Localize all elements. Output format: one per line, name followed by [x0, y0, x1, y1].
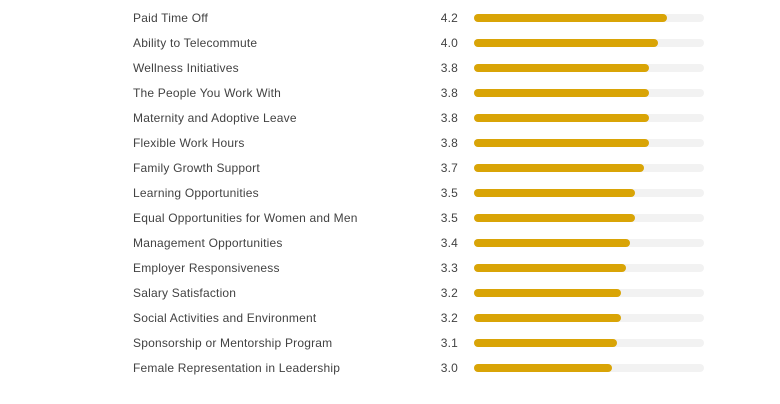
- bar-fill: [474, 188, 635, 197]
- value-label: 3.7: [440, 160, 458, 175]
- chart-row: Social Activities and Environment 3.2: [0, 305, 704, 330]
- category-label: Wellness Initiatives: [133, 60, 239, 75]
- category-label: Learning Opportunities: [133, 185, 259, 200]
- category-label: Paid Time Off: [133, 10, 209, 25]
- bar-track: [474, 38, 704, 47]
- bar-track: [474, 113, 704, 122]
- category-label: Equal Opportunities for Women and Men: [133, 210, 358, 225]
- bar-fill: [474, 63, 649, 72]
- value-label: 3.8: [440, 110, 458, 125]
- bar-fill: [474, 338, 617, 347]
- bar-fill: [474, 88, 649, 97]
- category-label: Ability to Telecommute: [133, 35, 258, 50]
- value-label: 3.1: [440, 335, 458, 350]
- category-label: The People You Work With: [133, 85, 281, 100]
- bar-fill: [474, 313, 622, 322]
- bar-fill: [474, 213, 635, 222]
- value-label: 3.0: [440, 360, 458, 375]
- bar-track: [474, 163, 704, 172]
- bar-fill: [474, 13, 668, 22]
- bar-fill: [474, 288, 622, 297]
- bar-fill: [474, 263, 626, 272]
- value-label: 4.0: [440, 35, 458, 50]
- chart-row: Female Representation in Leadership 3.0: [0, 355, 704, 380]
- bar-track: [474, 263, 704, 272]
- chart-row: Wellness Initiatives 3.8: [0, 55, 704, 80]
- chart-row: Maternity and Adoptive Leave 3.8: [0, 105, 704, 130]
- chart-row: Learning Opportunities 3.5: [0, 180, 704, 205]
- bar-track: [474, 338, 704, 347]
- category-label: Social Activities and Environment: [133, 310, 317, 325]
- bar-fill: [474, 138, 649, 147]
- bar-track: [474, 88, 704, 97]
- chart-row: Employer Responsiveness 3.3: [0, 255, 704, 280]
- bar-fill: [474, 238, 631, 247]
- chart-row: Salary Satisfaction 3.2: [0, 280, 704, 305]
- chart-row: Sponsorship or Mentorship Program 3.1: [0, 330, 704, 355]
- chart-row: Flexible Work Hours 3.8: [0, 130, 704, 155]
- bar-track: [474, 213, 704, 222]
- bar-track: [474, 188, 704, 197]
- chart-row: The People You Work With 3.8: [0, 80, 704, 105]
- bar-track: [474, 238, 704, 247]
- chart-row: Management Opportunities 3.4: [0, 230, 704, 255]
- bar-track: [474, 13, 704, 22]
- chart-row: Equal Opportunities for Women and Men 3.…: [0, 205, 704, 230]
- category-label: Sponsorship or Mentorship Program: [133, 335, 333, 350]
- value-label: 3.5: [440, 210, 458, 225]
- category-label: Flexible Work Hours: [133, 135, 245, 150]
- chart-rows: Paid Time Off 4.2 Ability to Telecommute…: [0, 5, 704, 380]
- bar-fill: [474, 163, 645, 172]
- bar-track: [474, 313, 704, 322]
- bar-fill: [474, 363, 612, 372]
- category-label: Salary Satisfaction: [133, 285, 237, 300]
- value-label: 3.2: [440, 310, 458, 325]
- category-label: Female Representation in Leadership: [133, 360, 341, 375]
- bar-track: [474, 63, 704, 72]
- value-label: 3.8: [440, 135, 458, 150]
- bar-track: [474, 288, 704, 297]
- category-label: Family Growth Support: [133, 160, 260, 175]
- category-label: Maternity and Adoptive Leave: [133, 110, 297, 125]
- bar-track: [474, 138, 704, 147]
- bar-fill: [474, 38, 658, 47]
- value-label: 3.8: [440, 85, 458, 100]
- bar-fill: [474, 113, 649, 122]
- category-label: Employer Responsiveness: [133, 260, 280, 275]
- value-label: 3.2: [440, 285, 458, 300]
- value-label: 3.8: [440, 60, 458, 75]
- category-label: Management Opportunities: [133, 235, 283, 250]
- value-label: 3.4: [440, 235, 458, 250]
- value-label: 3.3: [440, 260, 458, 275]
- chart-row: Family Growth Support 3.7: [0, 155, 704, 180]
- value-label: 4.2: [440, 10, 458, 25]
- value-label: 3.5: [440, 185, 458, 200]
- chart-row: Paid Time Off 4.2: [0, 5, 704, 30]
- bar-track: [474, 363, 704, 372]
- chart-row: Ability to Telecommute 4.0: [0, 30, 704, 55]
